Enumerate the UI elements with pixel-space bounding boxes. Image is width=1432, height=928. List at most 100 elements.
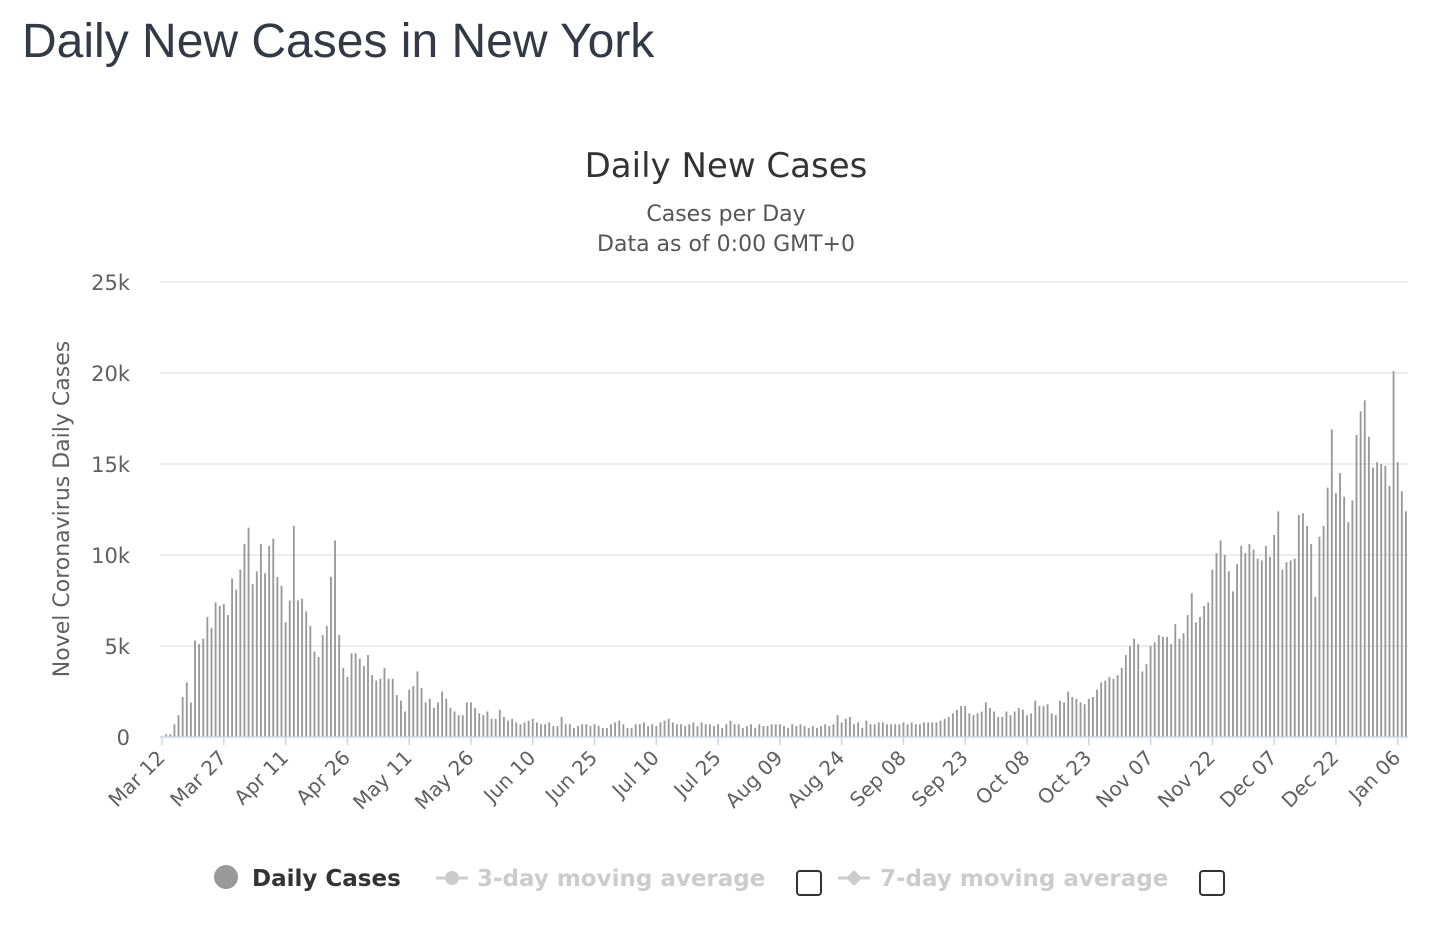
bar-daily-cases[interactable] (1343, 496, 1346, 737)
bar-daily-cases[interactable] (1075, 698, 1078, 737)
bar-daily-cases[interactable] (1071, 696, 1074, 737)
bar-daily-cases[interactable] (264, 573, 266, 737)
bar-daily-cases[interactable] (498, 709, 501, 737)
bar-daily-cases[interactable] (980, 711, 983, 737)
bar-daily-cases[interactable] (1116, 675, 1119, 737)
legend-item-7-day-average[interactable]: 7-day moving average (838, 866, 1168, 892)
bar-daily-cases[interactable] (1269, 556, 1271, 737)
bar-daily-cases[interactable] (556, 726, 559, 737)
bar-daily-cases[interactable] (1026, 715, 1028, 737)
bar-daily-cases[interactable] (655, 726, 658, 737)
bar-daily-cases[interactable] (1334, 493, 1337, 737)
bar-daily-cases[interactable] (984, 702, 987, 737)
bar-daily-cases[interactable] (177, 715, 180, 737)
bar-daily-cases[interactable] (1236, 564, 1238, 737)
bar-daily-cases[interactable] (395, 695, 398, 737)
bar-daily-cases[interactable] (478, 713, 481, 737)
bar-daily-cases[interactable] (717, 724, 720, 737)
bar-daily-cases[interactable] (1380, 464, 1383, 737)
bar-daily-cases[interactable] (1351, 500, 1354, 737)
bar-daily-cases[interactable] (614, 722, 617, 737)
bar-daily-cases[interactable] (622, 724, 625, 737)
bar-daily-cases[interactable] (581, 724, 584, 737)
bar-daily-cases[interactable] (939, 720, 942, 737)
bar-daily-cases[interactable] (713, 726, 715, 737)
bar-daily-cases[interactable] (1372, 467, 1374, 737)
bar-daily-cases[interactable] (618, 720, 621, 737)
bar-daily-cases[interactable] (1285, 562, 1288, 737)
bar-daily-cases[interactable] (927, 722, 930, 737)
bar-daily-cases[interactable] (1100, 682, 1103, 737)
bar-daily-cases[interactable] (214, 602, 217, 737)
bar-daily-cases[interactable] (165, 734, 168, 737)
bar-daily-cases[interactable] (424, 702, 427, 737)
bar-daily-cases[interactable] (371, 675, 374, 737)
bar-daily-cases[interactable] (857, 722, 860, 737)
bar-daily-cases[interactable] (189, 702, 192, 737)
bar-daily-cases[interactable] (383, 667, 386, 737)
bar-daily-cases[interactable] (412, 686, 415, 737)
bar-daily-cases[interactable] (1396, 462, 1399, 737)
bar-daily-cases[interactable] (1223, 555, 1226, 737)
bar-daily-cases[interactable] (292, 525, 295, 737)
bar-daily-cases[interactable] (577, 726, 579, 737)
bar-daily-cases[interactable] (235, 589, 238, 737)
bar-daily-cases[interactable] (824, 724, 827, 737)
bar-daily-cases[interactable] (474, 707, 477, 737)
bar-daily-cases[interactable] (507, 720, 509, 737)
bar-daily-cases[interactable] (820, 726, 822, 737)
bar-daily-cases[interactable] (861, 727, 864, 737)
bar-daily-cases[interactable] (935, 722, 938, 737)
bar-daily-cases[interactable] (729, 720, 732, 737)
bar-daily-cases[interactable] (288, 600, 291, 738)
bar-daily-cases[interactable] (1314, 596, 1317, 737)
bar-daily-cases[interactable] (1359, 411, 1362, 737)
bar-daily-cases[interactable] (634, 724, 637, 737)
bar-daily-cases[interactable] (375, 680, 378, 737)
bar-daily-cases[interactable] (379, 678, 382, 737)
bar-daily-cases[interactable] (1063, 702, 1065, 737)
bar-daily-cases[interactable] (420, 687, 423, 737)
bar-daily-cases[interactable] (832, 724, 835, 737)
bar-daily-cases[interactable] (844, 718, 847, 737)
bar-daily-cases[interactable] (881, 722, 884, 737)
bar-daily-cases[interactable] (1207, 602, 1210, 737)
bar-daily-cases[interactable] (688, 724, 691, 737)
bar-daily-cases[interactable] (1166, 636, 1168, 737)
bar-daily-cases[interactable] (350, 653, 353, 737)
bar-daily-cases[interactable] (816, 727, 818, 737)
bar-daily-cases[interactable] (1293, 558, 1296, 737)
bar-daily-cases[interactable] (259, 544, 262, 737)
bar-daily-cases[interactable] (1347, 522, 1350, 737)
bar-daily-cases[interactable] (828, 726, 831, 737)
bar-daily-cases[interactable] (836, 715, 839, 737)
bar-daily-cases[interactable] (1170, 644, 1173, 737)
bar-daily-cases[interactable] (194, 640, 196, 737)
bar-daily-cases[interactable] (762, 726, 765, 737)
bar-daily-cases[interactable] (1021, 709, 1024, 737)
bar-daily-cases[interactable] (490, 718, 493, 737)
bar-daily-cases[interactable] (1392, 371, 1395, 737)
bar-daily-cases[interactable] (1108, 676, 1111, 737)
bar-daily-cases[interactable] (774, 724, 777, 737)
bar-daily-cases[interactable] (890, 724, 893, 737)
bar-daily-cases[interactable] (704, 724, 707, 737)
bar-daily-cases[interactable] (1001, 716, 1004, 737)
bar-daily-cases[interactable] (276, 576, 279, 737)
bar-daily-cases[interactable] (894, 724, 897, 737)
bar-daily-cases[interactable] (1157, 635, 1160, 737)
bar-daily-cases[interactable] (795, 726, 798, 737)
bar-daily-cases[interactable] (1083, 704, 1086, 737)
bar-daily-cases[interactable] (1038, 706, 1041, 737)
bar-daily-cases[interactable] (914, 724, 917, 737)
bar-daily-cases[interactable] (700, 722, 703, 737)
checkbox-3-day-average[interactable] (796, 870, 822, 896)
bar-daily-cases[interactable] (1042, 706, 1045, 737)
bar-daily-cases[interactable] (1400, 491, 1403, 737)
bar-daily-cases[interactable] (626, 727, 629, 737)
bar-daily-cases[interactable] (1149, 646, 1152, 737)
bar-daily-cases[interactable] (408, 689, 411, 737)
bar-daily-cases[interactable] (708, 724, 711, 737)
bar-daily-cases[interactable] (783, 726, 785, 737)
bar-daily-cases[interactable] (956, 709, 958, 737)
